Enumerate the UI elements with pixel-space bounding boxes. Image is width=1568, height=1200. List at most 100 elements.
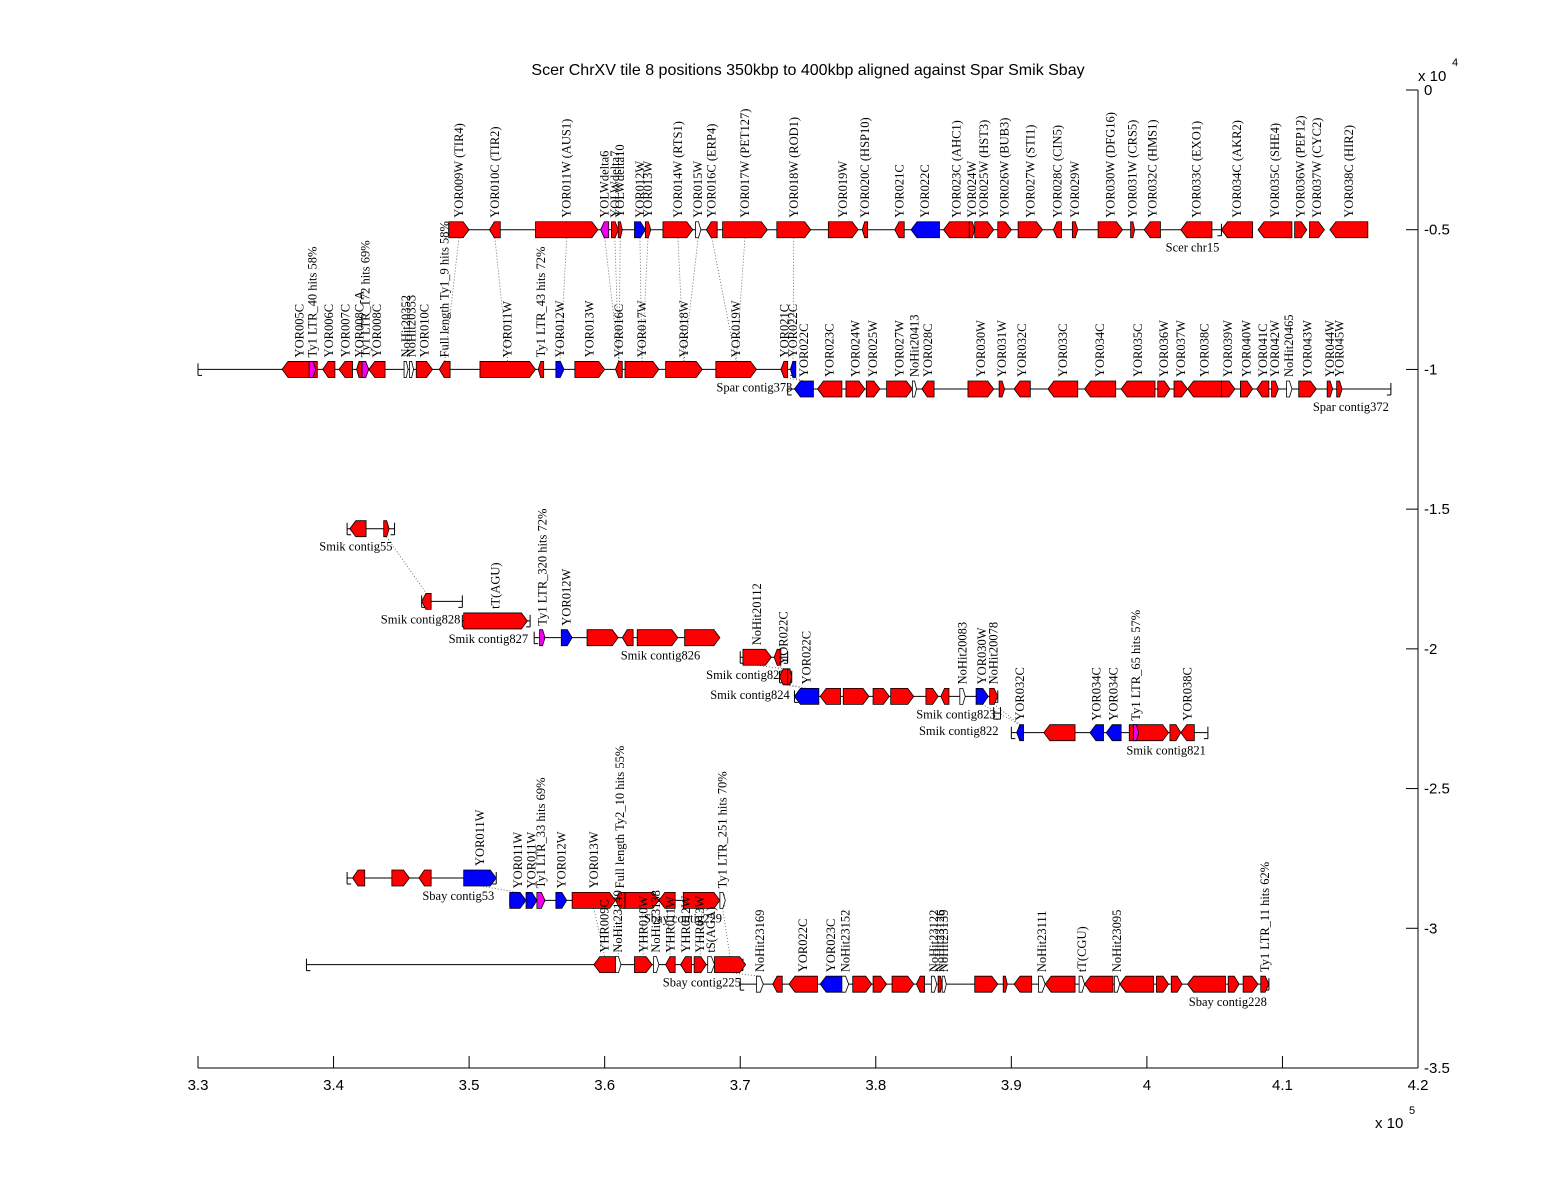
tracks: Scer chr15 YOR009W (TIR4) YOR010C (TIR2) YO… [197,109,1392,1009]
gene-label: YHR009C [598,899,612,952]
gene-label: YOR034C [1107,667,1121,720]
x-tick-label: 3.3 [188,1077,209,1094]
y-axis: 0 -0.5 -1 -1.5 -2 -2.5 -3 -3.5 [1406,82,1450,1077]
gene-arrow [705,221,718,239]
gene-label: YOR022C [777,611,791,664]
gene-arrow [539,629,546,647]
gene-arrow [535,221,599,239]
x-tick-label: 3.4 [323,1077,344,1094]
gene-arrow [1084,380,1117,398]
y-axis-exponent: 4 [1452,57,1458,69]
contig-start-bracket [787,382,792,396]
gene-arrow [788,975,818,993]
gene-label: YOR015W [691,161,705,218]
gene-arrow [1071,221,1079,239]
gene-label: YOR028C [921,324,935,377]
gene-arrow [682,891,721,909]
gene-arrow [1017,221,1044,239]
gene-label: YOR032C [1013,667,1027,720]
gene-arrow [338,361,353,378]
y-tick-label: -3 [1424,920,1437,937]
gene-label: YHR011W [663,896,677,953]
gene-arrow [890,687,915,705]
gene-arrow [1089,724,1104,742]
gene-arrow [1078,975,1085,993]
gene-label: NoHit23111 [1035,911,1049,973]
gene-arrow [615,956,622,974]
gene-arrow [621,629,634,647]
gene-arrow [1257,221,1293,239]
gene-arrow [1187,975,1226,993]
track: Smik contig821 YOR032C YOR034C YOR034C Ty1 L… [1010,610,1209,758]
gene-label: NoHit23169 [753,910,767,973]
gene-arrow [322,361,336,378]
gene-arrow [941,975,947,993]
gene-label: YOR028C (CIN5) [1050,125,1064,218]
gene-arrow [680,956,692,974]
gene-arrow [819,975,843,993]
gene-label: YOR017W (PET127) [738,109,752,218]
gene-arrow [852,975,873,993]
contig-label: Smik contig827 [449,632,529,646]
gene-label: YOR045W [1332,320,1346,377]
gene-arrow [684,629,721,647]
gene-label: YHR010W [636,895,650,952]
gene-label: YOR023C [824,919,838,972]
gene-label: YOR021C [893,164,907,217]
gene-label: YOR022C [800,631,814,684]
gene-arrow [1336,380,1343,398]
alignment-connector [722,908,731,957]
gene-arrow [998,380,1005,398]
contig-end-bracket [1203,726,1209,740]
gene-label: tT(CGU) [1075,926,1089,972]
x-tick-label: 3.7 [730,1077,751,1094]
gene-label: YOR023C [823,324,837,377]
gene-label: YOR009W (TIR4) [452,123,466,218]
gene-arrow [356,361,363,378]
gene-arrow [793,380,814,398]
gene-label: YOR025W (HST3) [977,120,991,218]
gene-arrow [930,975,938,993]
gene-label: YOR036W (PEP12) [1294,115,1308,217]
gene-arrow [1119,975,1155,993]
gene-arrow [1187,380,1222,398]
x-tick-label: 3.5 [459,1077,480,1094]
gene-label: Ty1 LTR_11 hits 62% [1258,862,1272,972]
gene-arrow [537,361,545,378]
gene-label: YOR013W [587,831,601,888]
gene-arrow [1097,221,1123,239]
contig-label: Smik contig824 [710,688,790,702]
x-tick-label: 3.6 [594,1077,615,1094]
gene-arrow [816,380,843,398]
x-tick-label: 3.9 [1001,1077,1022,1094]
gene-label: YOR008C [370,304,384,357]
contig-label: Smik contig822 [919,724,999,738]
gene-label: YOR008C-A [352,291,366,358]
gene-arrow [780,361,789,378]
gene-arrow [617,221,623,239]
gene-label: Full length Ty1_9 hits 58% [438,221,452,357]
gene-arrow [921,380,935,398]
gene-label: NoHit20465 [1282,314,1296,377]
gene-arrow [974,221,995,239]
y-tick-label: -3.5 [1424,1060,1450,1077]
gene-arrow [1227,975,1240,993]
gene-label: YOR030W [975,627,989,684]
alignment-connector [730,972,760,977]
gene-label: YOR011W (AUS1) [560,119,574,218]
gene-label: YOR011W [473,809,487,866]
gene-arrow [937,975,943,993]
gene-label: YOR022C [796,919,810,972]
track: Smik contig824 YOR022C [710,611,793,702]
gene-arrow [1002,975,1008,993]
gene-label: YOR035C [1131,324,1145,377]
contig-label: Smik contig828 [381,612,461,626]
gene-arrow [940,687,950,705]
gene-label: NoHit20352 [399,295,413,358]
gene-label: YOR022C [786,304,800,357]
gene-label: Ty1 LTR_65 hits 57% [1129,610,1143,721]
contig-label: Spar contig372 [1313,400,1389,414]
gene-label: YOR016C [612,304,626,357]
